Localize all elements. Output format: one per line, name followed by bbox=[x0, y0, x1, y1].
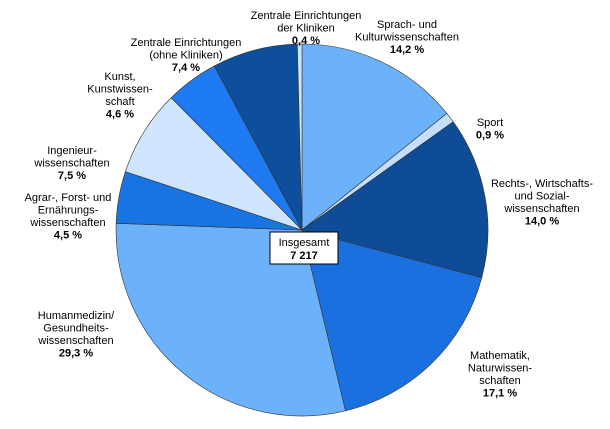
slice-label: Sport bbox=[477, 117, 503, 129]
slice-label: Mathematik, Naturwissen-schaften bbox=[468, 350, 533, 387]
pie-slice bbox=[301, 43, 448, 231]
total-label: 7 217 bbox=[290, 250, 318, 262]
slice-label: Rechts-, Wirtschafts-und Sozial-wissensc… bbox=[491, 178, 593, 215]
value-label: 29,3 % bbox=[59, 348, 93, 360]
slice-label: Sprach- und Kulturwissenschaften bbox=[355, 19, 459, 44]
total-box bbox=[269, 231, 339, 265]
pie-slice bbox=[301, 229, 483, 412]
pie-slice bbox=[115, 222, 346, 417]
value-label: 17,1 % bbox=[483, 388, 517, 400]
value-label: 4,6 % bbox=[106, 109, 134, 121]
value-label: 7,5 % bbox=[58, 170, 86, 182]
pie-slice bbox=[297, 43, 303, 231]
value-label: 0,9 % bbox=[476, 130, 504, 142]
slice-label: Zentrale Einrichtungen der Kliniken bbox=[251, 10, 362, 35]
slice-label: Zentrale Einrichtungen (ohne Kliniken) bbox=[131, 37, 242, 62]
slice-label: Kunst, Kunstwissen-schaft bbox=[87, 71, 153, 108]
slice-label: Agrar-, Forst- und Ernährungs-wissenschaf… bbox=[25, 192, 112, 229]
slice-label: Humanmedizin/Gesundheits-wissenschaften bbox=[37, 310, 115, 347]
value-label: 7,4 % bbox=[172, 62, 200, 74]
pie-slice bbox=[301, 121, 489, 279]
value-label: 14,2 % bbox=[390, 44, 424, 56]
value-label: 0,4 % bbox=[292, 35, 320, 47]
center-label: Insgesamt bbox=[279, 237, 330, 249]
value-label: 14,0 % bbox=[525, 216, 559, 228]
value-label: 4,5 % bbox=[54, 230, 82, 242]
slice-label: Ingenieur-wissenschaften bbox=[33, 145, 109, 170]
